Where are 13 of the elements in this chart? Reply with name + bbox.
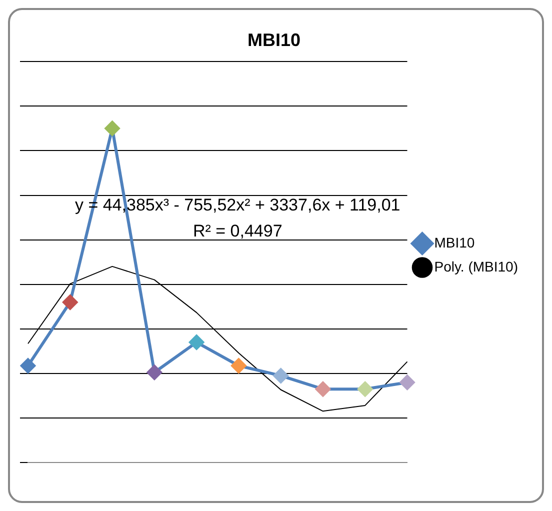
point [315,382,330,397]
legend-label: MBI10 [434,234,475,250]
annotation: R² = 0,4497 [192,222,282,241]
point [62,294,78,310]
point [104,120,120,136]
point [146,364,162,380]
point [358,382,373,397]
point [189,334,204,350]
legend-label: Poly. (MBI10) [434,258,518,274]
point [400,374,415,390]
chart-title: MBI10 [247,30,301,50]
point [273,368,288,384]
point [231,358,246,374]
